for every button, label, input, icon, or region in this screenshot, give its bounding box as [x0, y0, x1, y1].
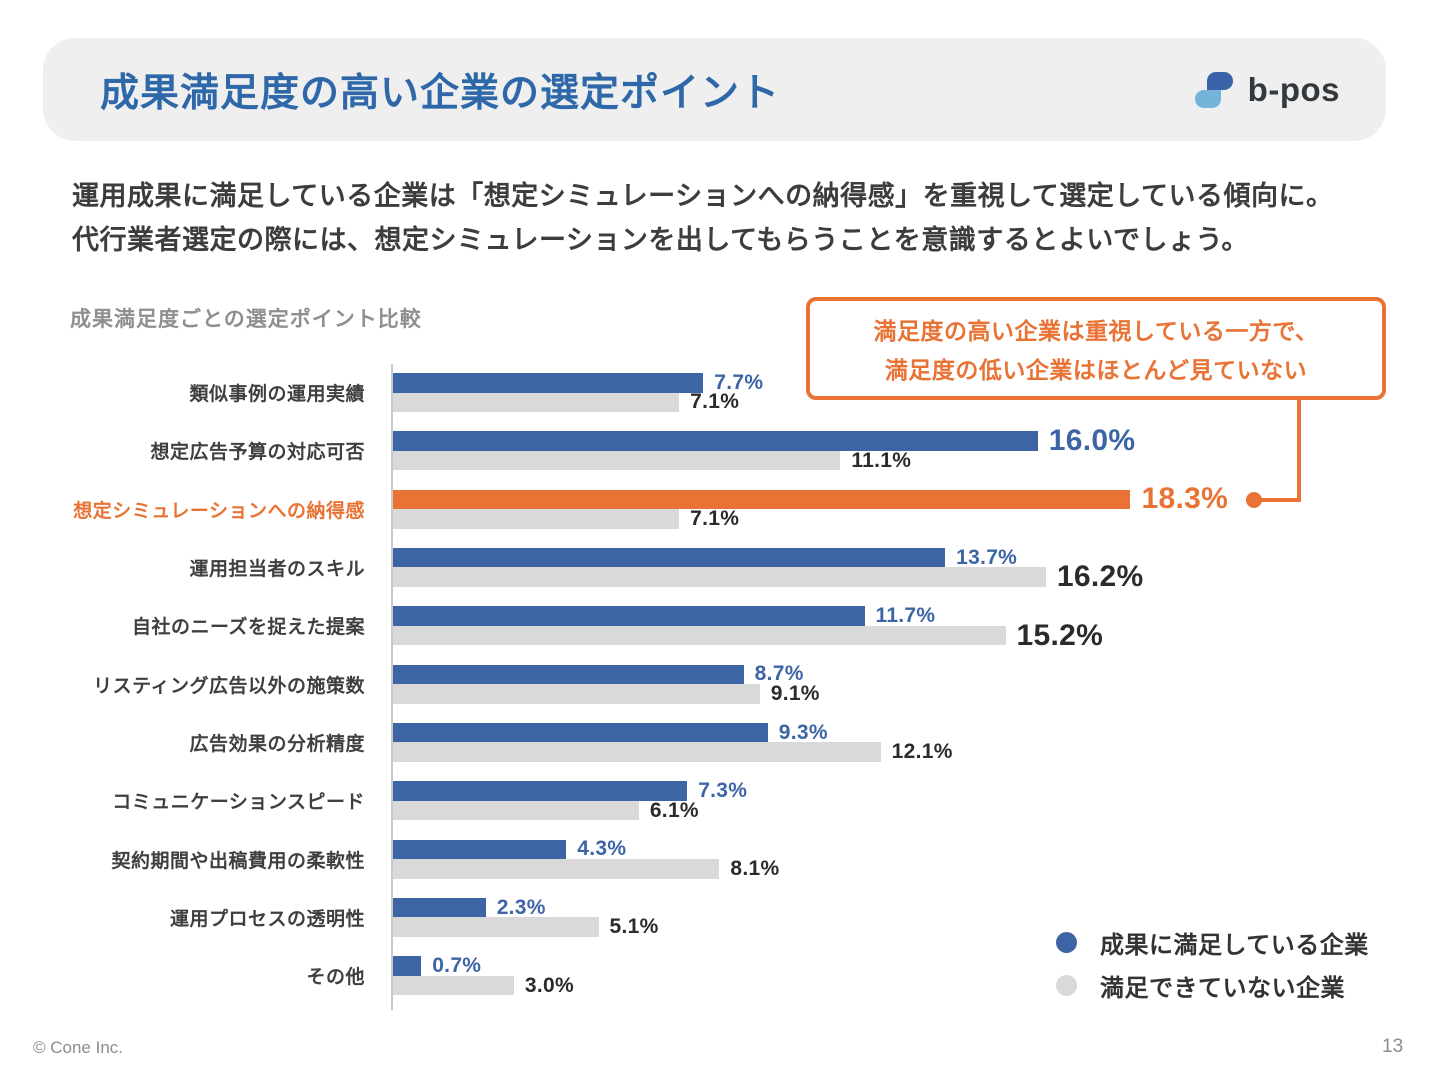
callout-connector-vertical-line — [1297, 399, 1301, 500]
category-label: 想定広告予算の対応可否 — [150, 442, 365, 464]
annotation-line-1: 満足度の高い企業は重視している一方で、 — [873, 318, 1319, 344]
bar-satisfied — [393, 839, 567, 860]
value-label: 13.7% — [956, 545, 1018, 569]
bar-unsatisfied — [393, 917, 599, 937]
value-label: 7.1% — [690, 506, 740, 530]
chart-row: リスティング広告以外の施策数 8.7% 9.1% — [0, 662, 1440, 705]
chart-legend: 成果に満足している企業 満足できていない企業 — [1056, 921, 1369, 1007]
copyright-text: © Cone Inc. — [33, 1038, 124, 1057]
category-label: その他 — [306, 967, 365, 989]
category-label: 類似事例の運用実績 — [189, 384, 365, 405]
bar-unsatisfied — [393, 450, 841, 471]
category-label: 運用プロセスの透明性 — [169, 908, 365, 930]
header-banner: 成果満足度の高い企業の選定ポイント b-pos — [43, 38, 1386, 141]
category-label: 自社のニーズを捉えた提案 — [131, 617, 365, 639]
bar-satisfied — [393, 664, 744, 685]
bpos-logo-icon — [1193, 69, 1235, 111]
chart-row: 想定シミュレーションへの納得感 18.3% 7.1% — [0, 482, 1440, 530]
bar-satisfied — [393, 431, 1038, 451]
chart-axis-line — [391, 364, 393, 1010]
bar-unsatisfied — [393, 684, 760, 704]
category-label: 契約期間や出稿費用の柔軟性 — [111, 850, 365, 872]
value-label: 8.7% — [754, 662, 804, 686]
legend-item: 満足できていない企業 — [1056, 964, 1369, 1007]
legend-item: 成果に満足している企業 — [1056, 921, 1369, 964]
chart-row: 運用担当者のスキル 13.7% 16.2% — [0, 545, 1440, 594]
value-label: 8.1% — [730, 856, 780, 880]
bpos-logo: b-pos — [1193, 69, 1340, 111]
value-label: 0.7% — [432, 954, 482, 978]
value-label: 12.1% — [891, 740, 953, 764]
bar-unsatisfied — [393, 567, 1046, 587]
bar-unsatisfied — [393, 800, 639, 821]
value-label: 11.1% — [851, 448, 912, 472]
value-label: 9.1% — [770, 681, 820, 705]
bar-unsatisfied — [393, 975, 514, 996]
category-label: コミュニケーションスピード — [112, 792, 365, 814]
value-label: 15.2% — [1016, 618, 1104, 652]
value-label: 16.2% — [1056, 560, 1144, 594]
logo-shape-dark-blue — [1206, 71, 1233, 90]
annotation-callout-box: 満足度の高い企業は重視している一方で、 満足度の低い企業はほとんど見ていない — [806, 297, 1386, 400]
chart-row: 想定広告予算の対応可否 16.0% 11.1% — [0, 424, 1440, 472]
bar-satisfied — [393, 897, 486, 918]
legend-dot-icon — [1056, 932, 1077, 953]
callout-connector-horizontal-line — [1254, 498, 1301, 502]
description-line-2: 代行業者選定の際には、想定シミュレーションを出してもらうことを意識するとよいでし… — [72, 225, 1249, 255]
bar-unsatisfied — [393, 392, 680, 412]
category-label: 運用担当者のスキル — [189, 558, 365, 580]
bar-satisfied — [393, 606, 865, 626]
value-label: 4.3% — [577, 837, 627, 861]
value-label: 7.1% — [690, 390, 740, 414]
page-number: 13 — [1382, 1036, 1404, 1057]
legend-label: 成果に満足している企業 — [1100, 932, 1369, 959]
value-label: 3.0% — [524, 973, 574, 997]
value-label: 11.7% — [875, 604, 936, 628]
description-text: 運用成果に満足している企業は「想定シミュレーションへの納得感」を重視して選定して… — [72, 174, 1334, 262]
bar-satisfied — [393, 547, 946, 568]
chart-row: 契約期間や出稿費用の柔軟性 4.3% 8.1% — [0, 837, 1440, 880]
value-label: 16.0% — [1048, 424, 1136, 458]
page-title: 成果満足度の高い企業の選定ポイント — [100, 71, 781, 115]
chart-title: 成果満足度ごとの選定ポイント比較 — [70, 308, 422, 331]
bar-satisfied — [393, 373, 704, 393]
bar-unsatisfied — [393, 742, 881, 762]
chart-row: 運用プロセスの透明性 2.3% 5.1% — [0, 895, 1440, 939]
category-label: 広告効果の分析精度 — [189, 733, 365, 755]
category-label: 想定シミュレーションへの納得感 — [73, 500, 365, 522]
bar-satisfied — [393, 722, 768, 743]
legend-label: 満足できていない企業 — [1100, 975, 1345, 1002]
chart-row: 広告効果の分析精度 9.3% 12.1% — [0, 720, 1440, 764]
value-label: 7.3% — [698, 779, 748, 803]
legend-dot-icon — [1056, 975, 1077, 996]
category-label: リスティング広告以外の施策数 — [93, 675, 365, 697]
chart-row: 自社のニーズを捉えた提案 11.7% 15.2% — [0, 604, 1440, 652]
bar-highlighted — [393, 489, 1131, 510]
bar-satisfied — [393, 781, 688, 801]
value-label: 9.3% — [778, 720, 828, 744]
description-line-1: 運用成果に満足している企業は「想定シミュレーションへの納得感」を重視して選定して… — [72, 181, 1334, 211]
bar-satisfied — [393, 956, 422, 976]
chart-row: その他 0.7% 3.0% — [0, 954, 1440, 997]
logo-shape-light-blue — [1194, 89, 1221, 108]
bar-unsatisfied — [393, 625, 1006, 646]
value-label: 7.7% — [714, 370, 764, 394]
value-label: 18.3% — [1141, 482, 1229, 516]
chart-row: コミュニケーションスピード 7.3% 6.1% — [0, 779, 1440, 822]
value-label: 2.3% — [496, 895, 546, 919]
bar-unsatisfied — [393, 509, 680, 529]
annotation-line-2: 満足度の低い企業はほとんど見ていない — [884, 357, 1308, 383]
value-label: 5.1% — [609, 915, 659, 939]
logo-wordmark: b-pos — [1247, 70, 1340, 108]
callout-connector-dot — [1246, 492, 1262, 508]
value-label: 6.1% — [649, 798, 699, 822]
bar-unsatisfied — [393, 859, 720, 879]
chart-row: 類似事例の運用実績 7.7% 7.1% — [0, 370, 1440, 414]
